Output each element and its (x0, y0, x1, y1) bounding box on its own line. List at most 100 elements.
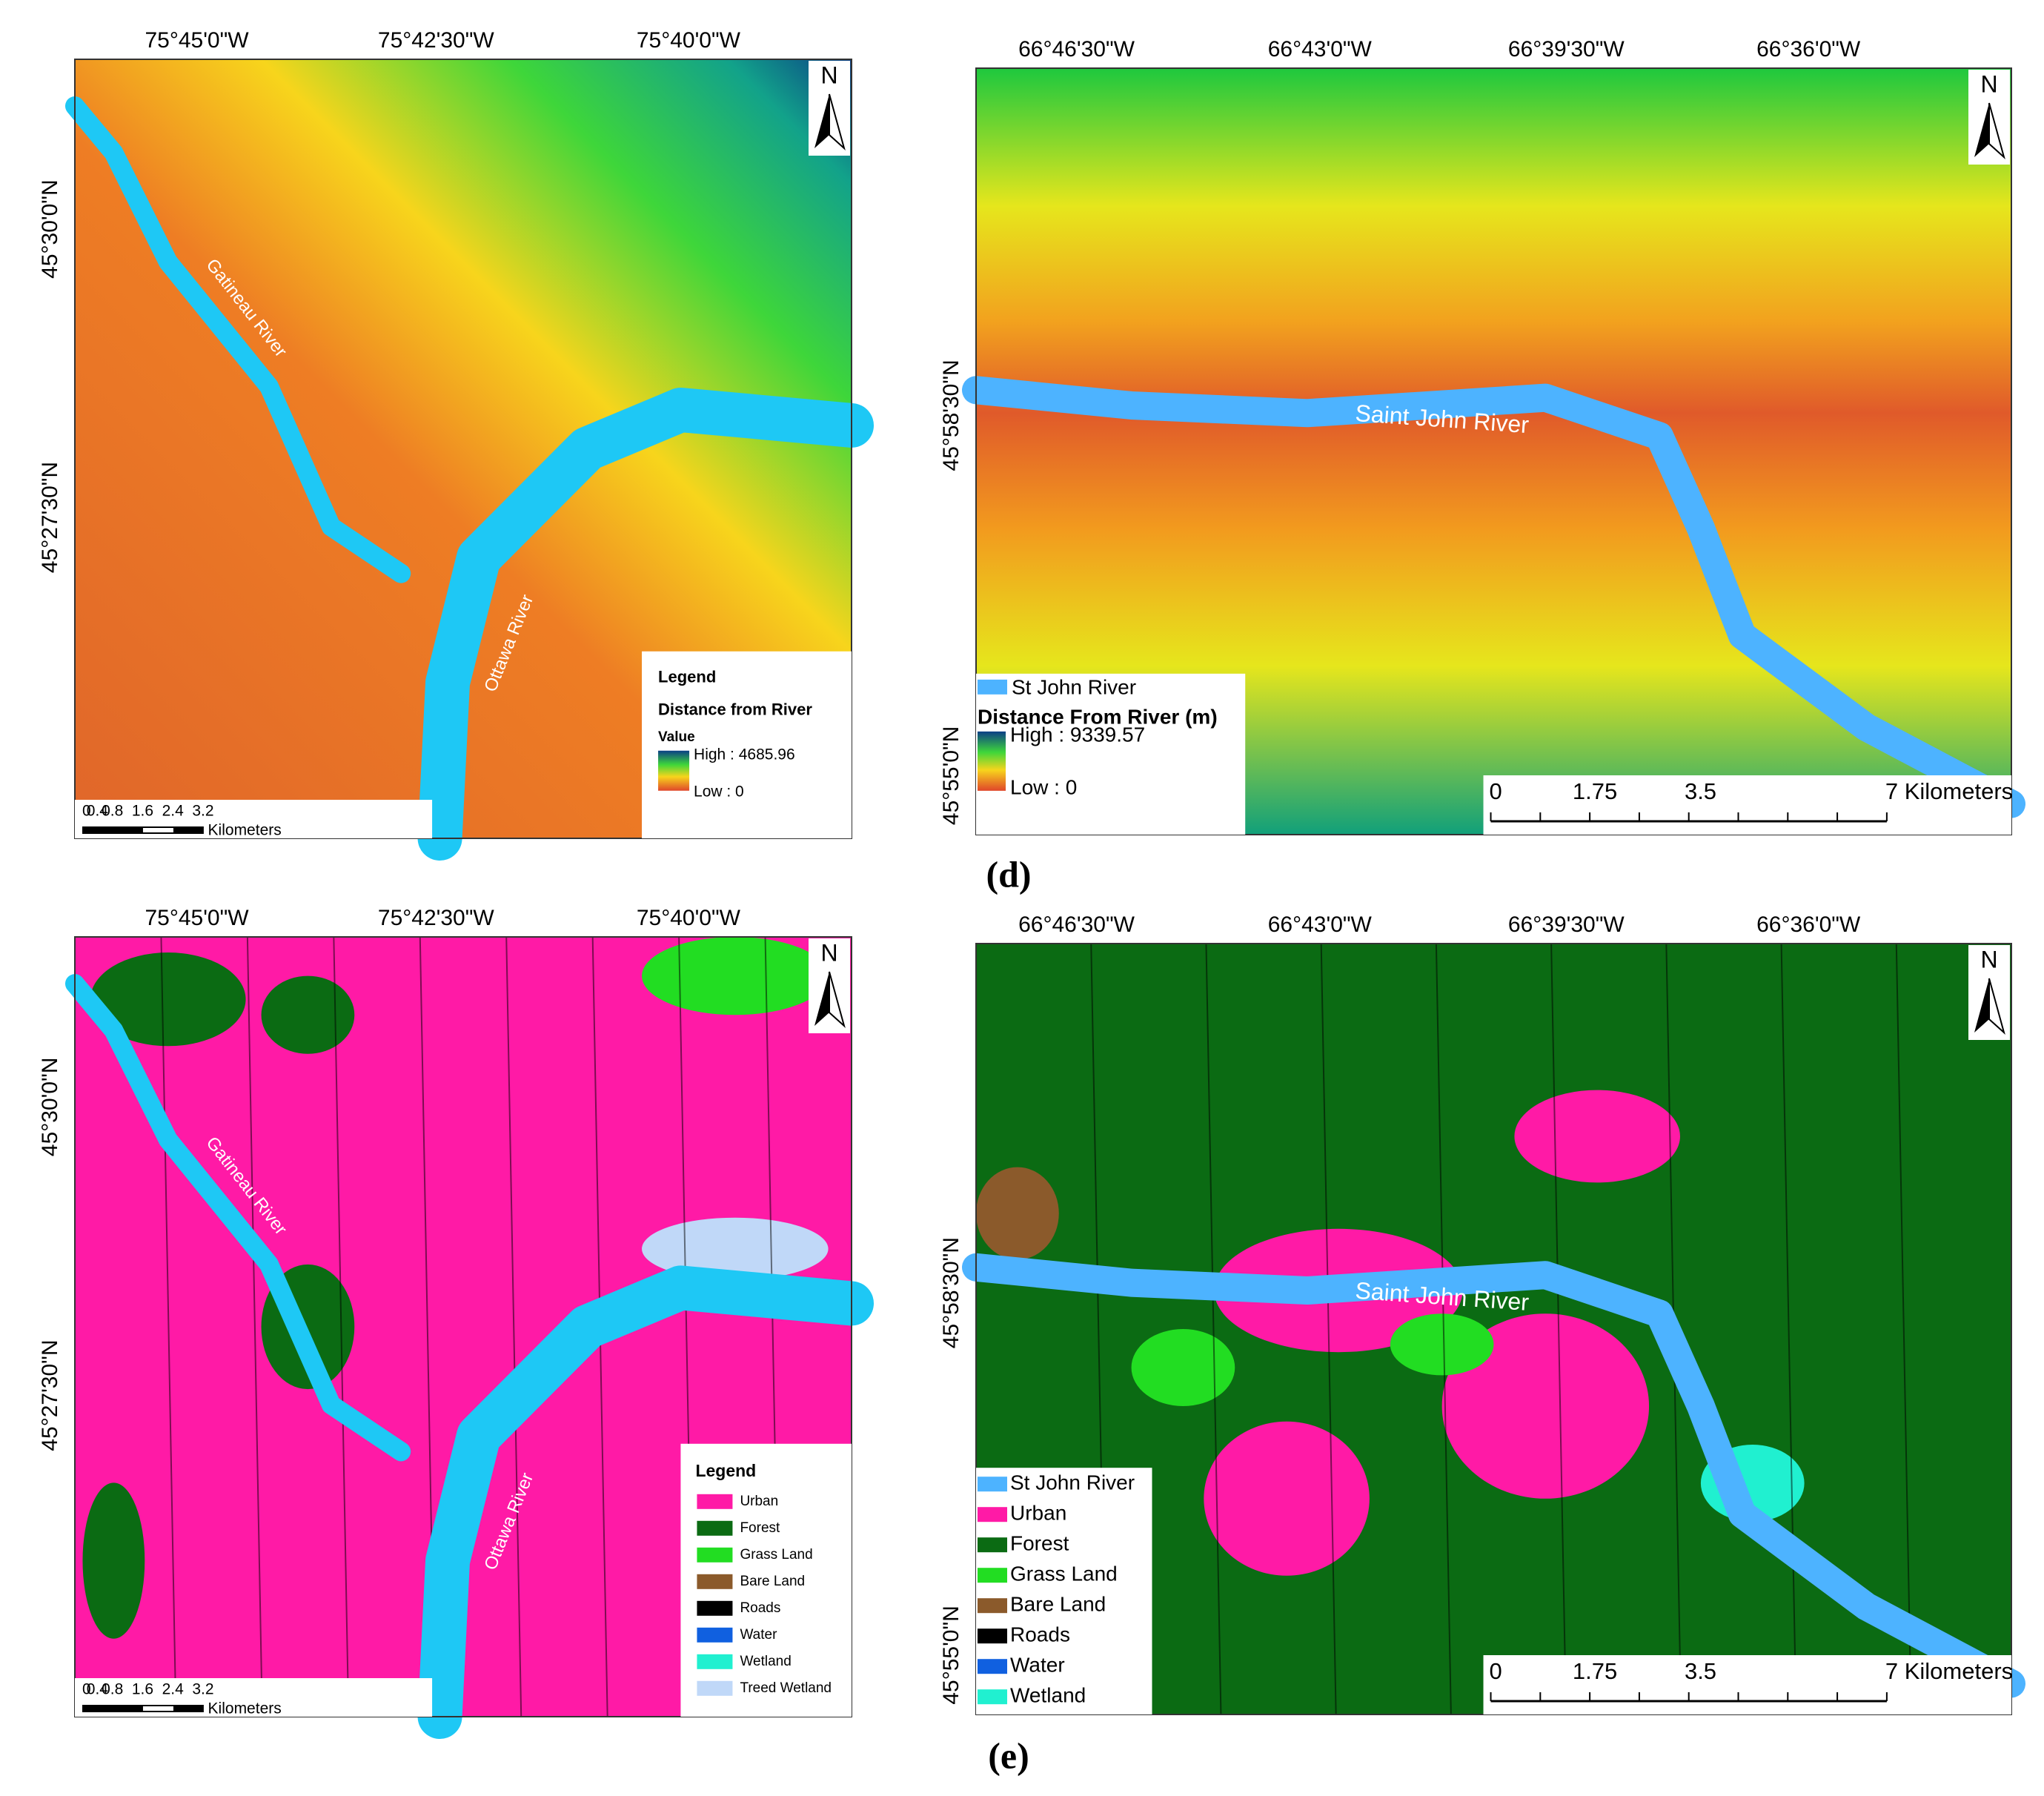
x-coordinate-label: 66°39'30"W (1508, 912, 1625, 937)
legend-swatch (697, 1600, 733, 1616)
x-coordinate-label: 66°43'0"W (1268, 912, 1373, 937)
x-coordinate-label: 75°45'0"W (145, 28, 249, 53)
legend-item: Water (740, 1627, 777, 1643)
north-arrow (1988, 102, 2005, 160)
legend-value: Value (658, 729, 695, 745)
scale-label: 7 Kilometers (1885, 1658, 2013, 1684)
scale-label: 7 Kilometers (1885, 778, 2013, 804)
legend-subtitle: Distance from River (658, 700, 812, 719)
legend-box (642, 651, 852, 838)
legend-item: Grass Land (1010, 1563, 1118, 1585)
legend-high: High : 9339.57 (1010, 723, 1145, 746)
legend-item: Grass Land (740, 1547, 812, 1563)
land-patch (642, 937, 829, 1015)
north-arrow (1988, 978, 2005, 1035)
north-arrow (829, 971, 846, 1029)
river (962, 1253, 2025, 1698)
map-panel: 66°46'30"W 66°43'0"W 66°39'30"W 66°36'0"W 45… (939, 37, 2025, 835)
legend-item: Bare Land (1010, 1593, 1106, 1616)
legend-title: Legend (658, 668, 716, 686)
road (1435, 943, 1452, 1715)
north-arrow (829, 93, 846, 151)
y-coordinate-label: 45°58'30"N (939, 1237, 963, 1348)
land-patch (1390, 1313, 1494, 1376)
road (1205, 943, 1222, 1715)
land-patch (976, 1167, 1059, 1260)
x-coordinate-label: 75°42'30"W (378, 28, 494, 53)
road (1780, 943, 1797, 1715)
scale-label: 0.8 (102, 1681, 123, 1698)
legend-title: Legend (695, 1461, 756, 1480)
legend-item: Urban (1010, 1502, 1066, 1525)
legend-swatch (697, 1654, 733, 1669)
legend-swatch (978, 1689, 1007, 1705)
legend-subtitle: Distance From River (m) (978, 705, 1218, 728)
road (1550, 943, 1567, 1715)
river (65, 974, 411, 1462)
scale-label: 0 (1490, 778, 1502, 804)
legend-swatch (697, 1494, 733, 1509)
panel-caption: (e) (988, 1734, 1029, 1776)
x-coordinate-label: 66°36'0"W (1756, 37, 1861, 62)
legend-ramp (658, 750, 690, 791)
legend-item: Roads (740, 1600, 780, 1616)
y-coordinate-label: 45°58'30"N (939, 359, 963, 471)
river (417, 387, 874, 861)
north-arrow (814, 94, 829, 148)
map-frame (74, 59, 852, 839)
legend-swatch (978, 679, 1007, 695)
scale-bar (142, 1706, 173, 1711)
scale-label: 3.5 (1685, 778, 1716, 804)
y-coordinate-label: 45°30'0"N (38, 1058, 62, 1156)
map-panel: 66°46'30"W 66°43'0"W 66°39'30"W 66°36'0"W 45… (939, 912, 2025, 1715)
legend-swatch (978, 1628, 1007, 1644)
x-coordinate-label: 75°40'0"W (637, 28, 741, 53)
scale-label: 1.6 (132, 803, 153, 820)
land-patch (1514, 1090, 1680, 1183)
land-patch (90, 952, 246, 1047)
scale-label: 0 (1490, 1658, 1502, 1684)
road (160, 936, 177, 1717)
land-patch (1204, 1421, 1370, 1576)
legend-swatch (697, 1627, 733, 1643)
scale-label: 3.2 (192, 1681, 213, 1698)
road (246, 936, 263, 1717)
scale-label: 0 (82, 1681, 91, 1698)
north-arrow (1974, 103, 1989, 157)
scale-label: 0.8 (102, 803, 123, 820)
legend-ramp (978, 731, 1006, 791)
scale-label: 0.4 (87, 1681, 109, 1698)
scale-label: 3.2 (192, 803, 213, 820)
legend-item: Forest (1010, 1532, 1069, 1555)
scale-label: 0.4 (87, 803, 109, 820)
river (65, 96, 411, 583)
legend-swatch (697, 1520, 733, 1536)
legend-item: Treed Wetland (740, 1680, 832, 1696)
x-coordinate-label: 66°39'30"W (1508, 37, 1625, 62)
north-label: N (820, 939, 837, 966)
scale-label: 1.6 (132, 1681, 153, 1698)
land-patch (261, 975, 355, 1054)
legend-swatch (978, 1537, 1007, 1553)
legend-swatch (978, 1598, 1007, 1614)
river (417, 1265, 874, 1739)
x-coordinate-label: 75°40'0"W (637, 906, 741, 930)
map-panel: 75°45'0"W 75°42'30"W 75°40'0"W 45°30'0"N 45°… (38, 906, 874, 1739)
road (1320, 943, 1337, 1715)
river (962, 376, 2025, 818)
north-arrow (1974, 978, 1989, 1033)
legend-swatch (978, 1507, 1007, 1522)
legend-swatch (697, 1547, 733, 1563)
scale-bar (142, 828, 173, 832)
legend-item: Urban (740, 1494, 778, 1509)
scale-label: 0 (82, 803, 91, 820)
scale-label: 1.75 (1573, 778, 1617, 804)
legend-swatch (697, 1680, 733, 1696)
north-label: N (820, 62, 837, 88)
legend-item: St John River (1010, 1471, 1135, 1494)
north-arrow (814, 972, 829, 1026)
legend-item: Water (1010, 1654, 1065, 1677)
legend-item: Bare Land (740, 1574, 805, 1589)
legend-item: Roads (1010, 1623, 1070, 1646)
land-patch (82, 1482, 145, 1639)
